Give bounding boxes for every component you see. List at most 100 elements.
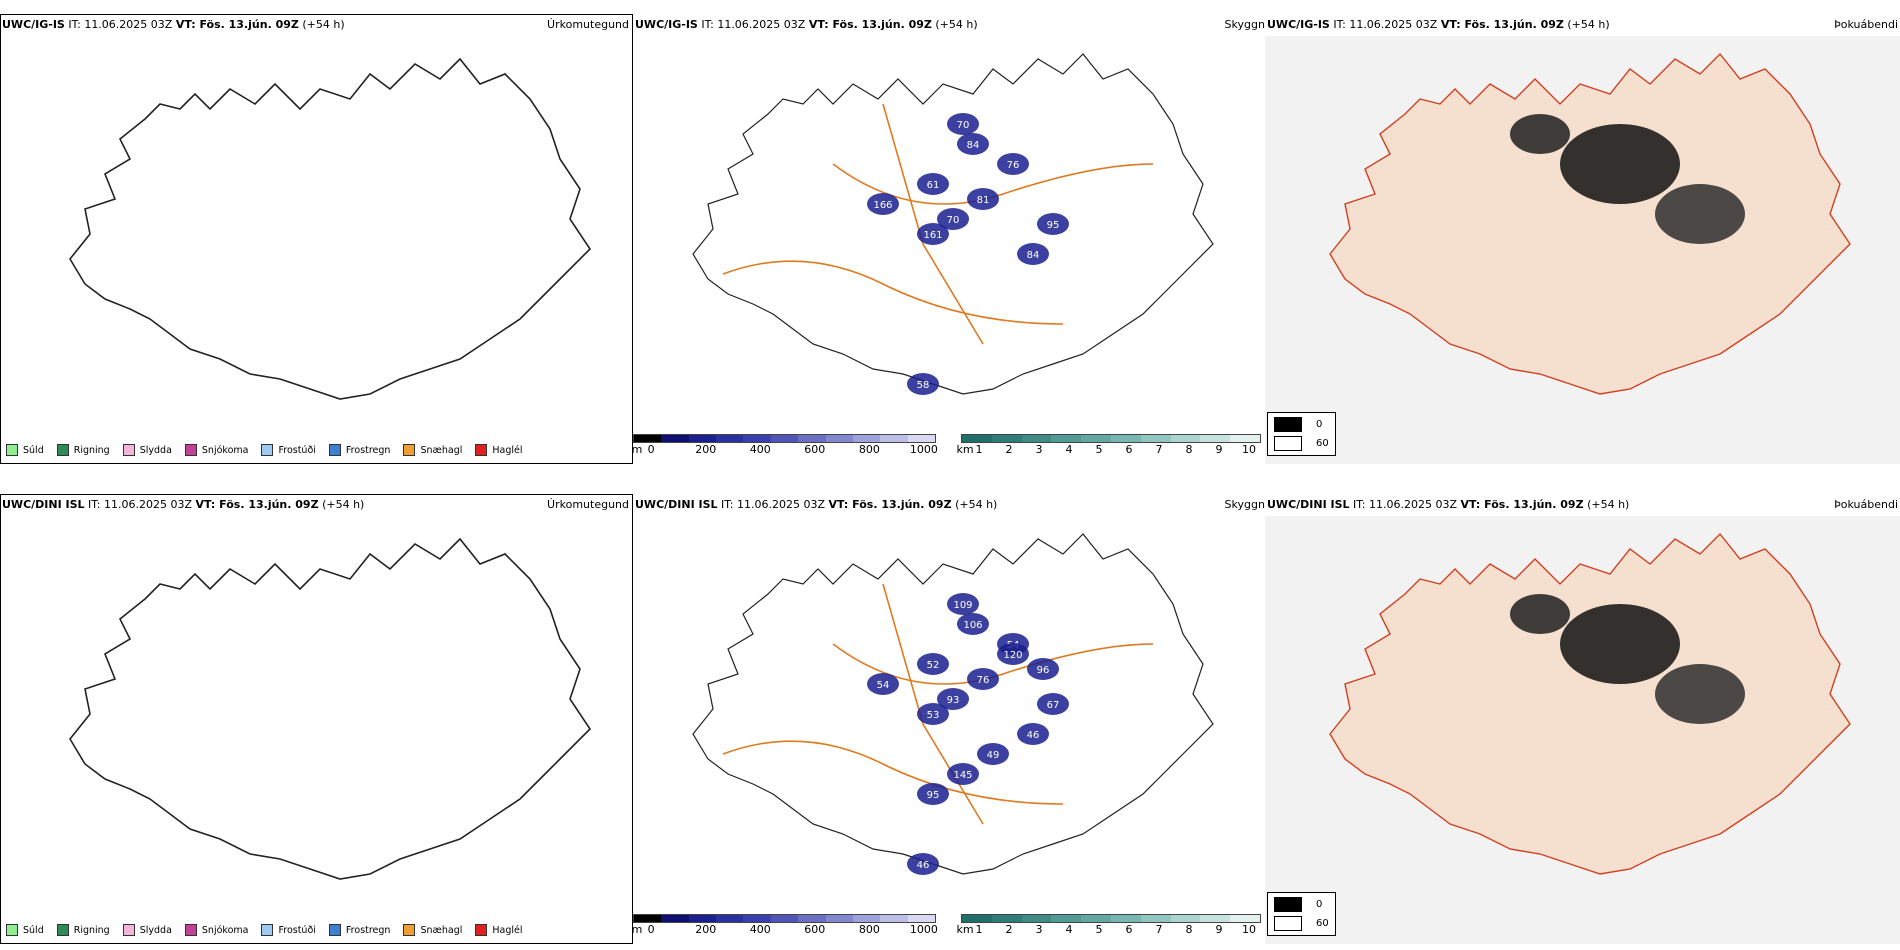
ceiling-label: 109 — [953, 600, 972, 611]
cloud-key-row: 0 — [1274, 897, 1329, 912]
cloud-key-row: 60 — [1274, 916, 1329, 931]
legend-item: Snæhagl — [403, 924, 462, 936]
ceiling-blob: 120 — [997, 643, 1029, 665]
colorbar-tick-label: 1 — [975, 923, 983, 936]
ceiling-blob: 95 — [1037, 213, 1069, 235]
precip-map-row2: UWC/DINI ISL IT: 11.06.2025 03Z VT: Fös.… — [0, 494, 633, 944]
colorbar-tick-label: 1000 — [909, 923, 938, 936]
ceiling-blob: 106 — [957, 613, 989, 635]
colorbar-cell — [634, 915, 662, 922]
ceiling-blob: 58 — [907, 373, 939, 395]
colorbar-cell — [1170, 915, 1201, 922]
legend-swatch — [475, 924, 488, 936]
legend-swatch — [475, 444, 488, 456]
map-header: UWC/DINI ISL IT: 11.06.2025 03Z VT: Fös.… — [1267, 498, 1630, 511]
ceiling-label: 120 — [1003, 650, 1022, 661]
ceiling-label: 84 — [1027, 250, 1040, 261]
ceiling-label: 52 — [927, 660, 940, 671]
ceiling-blob: 70 — [937, 208, 969, 230]
ceiling-blob: 61 — [917, 173, 949, 195]
ceiling-blob: 46 — [1017, 723, 1049, 745]
colorbar-ticks: km 1 2 3 4 5 6 7 8 9 10 — [956, 923, 1261, 937]
colorbar-cell — [1081, 435, 1111, 442]
colorbar-cell — [825, 435, 853, 442]
visibility-colorbar: km 1 2 3 4 5 6 7 8 9 10 — [956, 434, 1261, 456]
colorbar-tick-label: 8 — [1185, 443, 1193, 456]
colorbar-ticks: km 1 2 3 4 5 6 7 8 9 10 — [956, 443, 1261, 457]
legend-item: Snjókoma — [184, 444, 248, 456]
colorbar-tick-label: 6 — [1125, 443, 1133, 456]
legend-label: Slydda — [139, 924, 172, 936]
colorbar-tick-label: 600 — [804, 443, 826, 456]
legend-item: Súld — [6, 444, 44, 456]
legend-swatch — [122, 924, 135, 936]
colorbar-cell — [1051, 915, 1082, 922]
cloud-key: 0 60 — [1267, 892, 1336, 936]
colorbar-cell — [1170, 435, 1201, 442]
colorbar-cell — [991, 915, 1022, 922]
ceiling-label: 46 — [1027, 730, 1040, 741]
colorbar-tick-label: 3 — [1035, 923, 1043, 936]
legend-label: Súld — [23, 924, 44, 936]
legend-label: Frostúði — [278, 444, 316, 456]
colorbar-unit: km — [956, 443, 974, 456]
colorbar-cell — [880, 435, 908, 442]
ceiling-label: 70 — [947, 215, 960, 226]
precip-legend: Súld Rigning Slydda Snjókoma Frostúði Frostre… — [6, 924, 523, 936]
legend-swatch — [184, 924, 197, 936]
colorbar-tick-label: 3 — [1035, 443, 1043, 456]
colorbar-cell — [852, 435, 881, 442]
colorbar-tick-label: 4 — [1065, 443, 1073, 456]
colorbar-cell — [1140, 915, 1171, 922]
ceiling-label: 76 — [977, 675, 990, 686]
colorbar-cell — [1110, 915, 1141, 922]
colorbar-cell — [1140, 435, 1171, 442]
legend-label: Snæhagl — [420, 924, 463, 936]
map-title: Úrkomutegund — [547, 498, 629, 511]
colorbar-ticks: m 0 200 400 600 800 1000 — [633, 923, 938, 937]
legend-label: Frostúði — [278, 924, 316, 936]
legend-item: Frostúði — [261, 924, 316, 936]
colorbar-cell — [907, 915, 935, 922]
colorbar-tick-label: 7 — [1155, 923, 1163, 936]
colorbar-cell — [716, 435, 744, 442]
cloud-map-row2: UWC/DINI ISL IT: 11.06.2025 03Z VT: Fös.… — [1265, 494, 1900, 944]
legend-item: Snæhagl — [403, 444, 462, 456]
ceiling-blob: 70 — [947, 113, 979, 135]
colorbar-strip — [961, 914, 1261, 923]
ceiling-blob: 84 — [1017, 243, 1049, 265]
map-title: Skyggni — [1224, 18, 1265, 31]
colorbar-cell — [852, 915, 881, 922]
ceiling-blob: 109 — [947, 593, 979, 615]
ceiling-blob: 52 — [917, 653, 949, 675]
colorbar-unit: km — [956, 923, 974, 936]
colorbar-tick-label: 2 — [1005, 443, 1013, 456]
colorbar-tick-label: 6 — [1125, 923, 1133, 936]
ceiling-blob: 166 — [867, 193, 899, 215]
cloud-field-map — [1265, 36, 1900, 464]
ceiling-label: 161 — [923, 230, 942, 241]
colorbar-cell — [962, 435, 992, 442]
colorbar-tick-label: 4 — [1065, 923, 1073, 936]
legend-item: Snjókoma — [184, 924, 248, 936]
colorbar-tick-label: 200 — [695, 923, 717, 936]
legend-item: Haglél — [475, 924, 523, 936]
colorbar-tick-label: 0 — [647, 443, 655, 456]
legend-swatch — [328, 924, 341, 936]
colorbar-tick-label: 800 — [858, 443, 880, 456]
colorbar-cell — [798, 435, 826, 442]
colorbar-cell — [1021, 435, 1052, 442]
ceiling-label: 76 — [1007, 160, 1020, 171]
colorbar-cell — [880, 915, 908, 922]
colorbar-tick-label: 5 — [1095, 443, 1103, 456]
colorbar-ticks: m 0 200 400 600 800 1000 — [633, 443, 938, 457]
colorbar-cell — [825, 915, 853, 922]
ceiling-label: 58 — [917, 380, 930, 391]
colorbar-tick-label: 1000 — [909, 443, 938, 456]
ceiling-blob: 53 — [917, 703, 949, 725]
colorbar-cell — [688, 915, 717, 922]
legend-swatch — [328, 444, 341, 456]
cloud-key-label: 0 — [1316, 899, 1323, 910]
ceiling-label: 49 — [987, 750, 1000, 761]
ceiling-label: 53 — [927, 710, 940, 721]
